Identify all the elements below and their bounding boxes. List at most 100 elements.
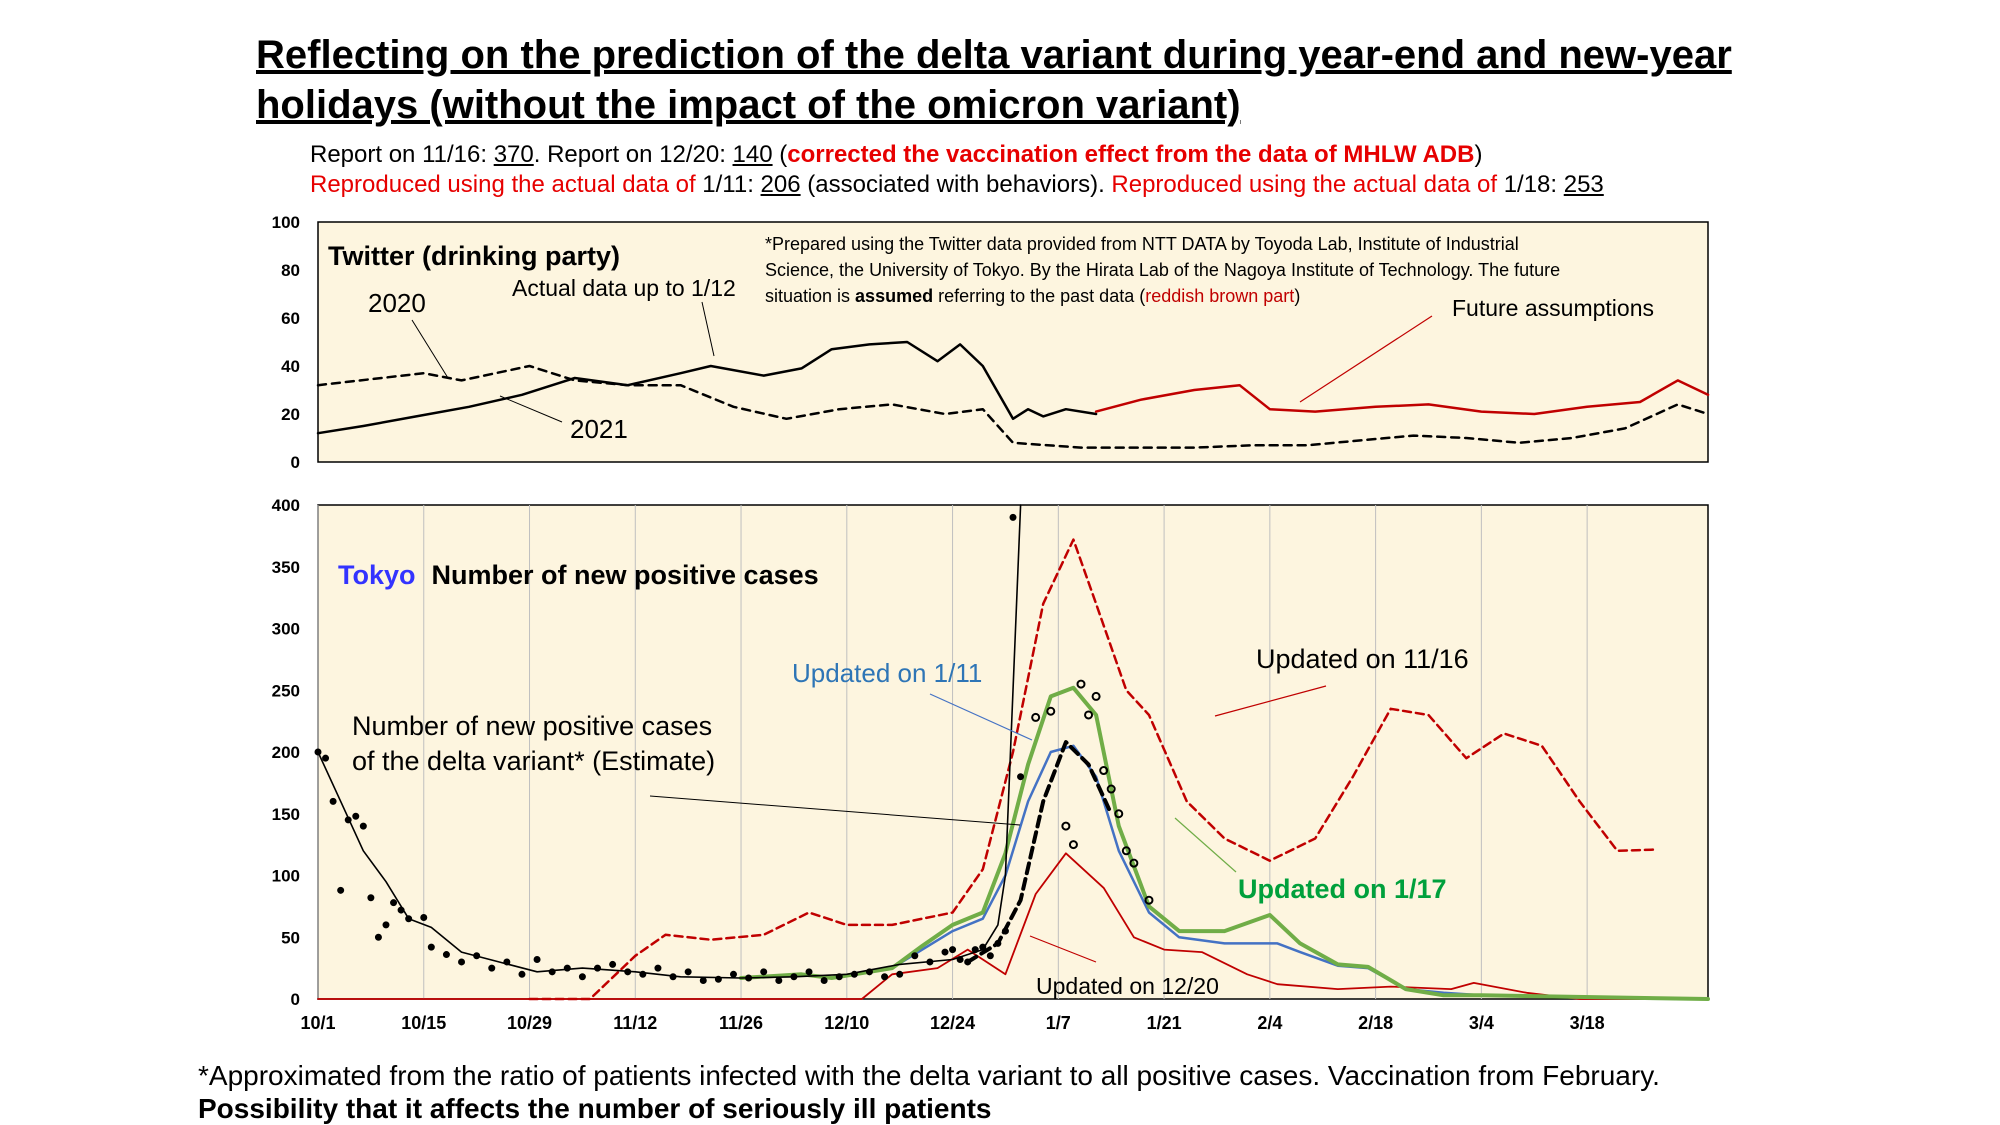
x-tick-label: 10/29 xyxy=(507,1013,552,1033)
y-tick-label: 150 xyxy=(272,805,300,824)
observation-point xyxy=(956,955,964,963)
y-tick-label: 400 xyxy=(272,496,300,515)
observation-point xyxy=(1068,840,1078,850)
note-assumed-text: assumed xyxy=(855,286,933,306)
observation-point xyxy=(382,921,390,929)
observation-point xyxy=(337,886,345,894)
x-tick-label: 12/10 xyxy=(824,1013,869,1033)
observation-point xyxy=(488,964,496,972)
observation-point xyxy=(639,970,647,978)
observation-point xyxy=(669,973,677,981)
observation-point xyxy=(994,939,1002,947)
report-1116-value: 370 xyxy=(493,141,534,168)
x-tick-label: 3/4 xyxy=(1469,1013,1494,1033)
observation-point xyxy=(344,816,352,824)
observation-point xyxy=(352,812,360,820)
observation-point xyxy=(964,958,972,966)
y-tick-label: 100 xyxy=(272,867,300,886)
reproduction-line: Reproduced using the actual data of 1/11… xyxy=(310,170,1604,200)
report-1116-label: Report on 11/16: xyxy=(310,141,494,168)
x-tick-label: 1/21 xyxy=(1147,1013,1182,1033)
observation-point xyxy=(548,968,556,976)
annotation-2021-leader xyxy=(499,395,563,423)
observation-point xyxy=(405,915,413,923)
y-tick-label: 300 xyxy=(272,620,300,639)
annotation-future: Future assumptions xyxy=(1452,295,1654,321)
observation-point xyxy=(458,958,466,966)
observation-point xyxy=(1046,706,1056,716)
annotation-updated-0117: Updated on 1/17 xyxy=(1238,874,1447,904)
report-summary-line: Report on 11/16: 370. Report on 12/20: 1… xyxy=(310,140,1482,170)
annotation-delta-estimate-line1: Number of new positive cases xyxy=(352,711,712,741)
series-line-future-assumptions xyxy=(1094,379,1710,416)
y-tick-label: 100 xyxy=(272,213,300,232)
vaccination-correction-note: corrected the vaccination effect from th… xyxy=(787,141,1475,168)
note-referring-text: referring to the past data ( xyxy=(933,286,1145,306)
observation-point xyxy=(1114,809,1124,819)
annotation-updated-0117-leader xyxy=(1174,817,1237,873)
observation-point xyxy=(427,943,435,951)
tokyo-cases-chart: 0 50 100 150 200 250 300 350 400 10/1 10/15 10/29 1… xyxy=(272,496,1710,1033)
observation-point xyxy=(374,933,382,941)
observation-point xyxy=(1099,766,1109,776)
observation-point xyxy=(760,968,768,976)
x-tick-label: 12/24 xyxy=(930,1013,975,1033)
y-tick-label: 250 xyxy=(272,681,300,700)
observation-point xyxy=(699,976,707,984)
series-line-actual-trend xyxy=(317,504,1022,979)
x-tick-label: 10/1 xyxy=(300,1013,335,1033)
observation-point xyxy=(949,946,957,954)
series-line-2021 xyxy=(316,340,1098,435)
annotation-updated-1116: Updated on 11/16 xyxy=(1256,644,1469,674)
observation-point xyxy=(1001,927,1009,935)
observation-point xyxy=(1009,513,1017,521)
observation-point xyxy=(390,899,398,907)
tokyo-label: Tokyo xyxy=(338,560,416,590)
reproduced-value-1: 206 xyxy=(760,171,801,198)
x-tick-label: 10/15 xyxy=(401,1013,446,1033)
y-tick-label: 40 xyxy=(281,357,300,376)
y-tick-label: 60 xyxy=(281,309,300,328)
observation-point xyxy=(1084,710,1094,720)
observation-point xyxy=(367,894,375,902)
observation-point xyxy=(1106,784,1116,794)
y-tick-label: 350 xyxy=(272,558,300,577)
twitter-plot-area xyxy=(317,221,1709,463)
reproduced-value-2: 253 xyxy=(1563,171,1604,198)
page-title: Reflecting on the prediction of the delt… xyxy=(256,33,1732,127)
annotation-actual-data: Actual data up to 1/12 xyxy=(512,275,736,301)
observation-point xyxy=(314,748,322,756)
observation-point xyxy=(503,958,511,966)
annotation-updated-0111-leader xyxy=(929,693,1033,741)
twitter-chart-title: Twitter (drinking party) xyxy=(328,241,620,271)
observation-point xyxy=(1076,679,1086,689)
note-situation-text: situation is xyxy=(765,286,855,306)
footnote-line2: Possibility that it affects the number o… xyxy=(198,1093,992,1124)
y-tick-label: 0 xyxy=(291,453,300,472)
paren-close: ) xyxy=(1474,141,1483,168)
footnote-line1: *Approximated from the ratio of patients… xyxy=(198,1060,1660,1091)
reproduced-label-2: Reproduced using the actual data of xyxy=(1111,171,1504,198)
observation-point xyxy=(594,964,602,972)
x-tick-label: 11/26 xyxy=(719,1013,763,1033)
observation-point xyxy=(578,973,586,981)
annotation-delta-estimate-line2: of the delta variant* (Estimate) xyxy=(352,746,715,776)
observation-point xyxy=(359,822,367,830)
annotation-future-leader xyxy=(1299,315,1433,403)
twitter-chart: 0 20 40 60 80 100 Twitter (drinking party) *P… xyxy=(272,213,1710,472)
observation-point xyxy=(850,970,858,978)
series-line-2020 xyxy=(316,364,1710,449)
observation-point xyxy=(518,970,526,978)
observation-point xyxy=(563,964,571,972)
twitter-note-line2: Science, the University of Tokyo. By the… xyxy=(765,260,1560,280)
reproduced-date-2: 1/18: xyxy=(1503,171,1564,198)
observation-point xyxy=(865,968,873,976)
report-1220-value: 140 xyxy=(732,141,773,168)
twitter-note-line3: situation is assumed referring to the pa… xyxy=(765,286,1300,306)
observation-point xyxy=(881,973,889,981)
observation-point xyxy=(624,968,632,976)
observation-point xyxy=(442,951,450,959)
observation-point xyxy=(896,970,904,978)
observation-point xyxy=(941,948,949,956)
